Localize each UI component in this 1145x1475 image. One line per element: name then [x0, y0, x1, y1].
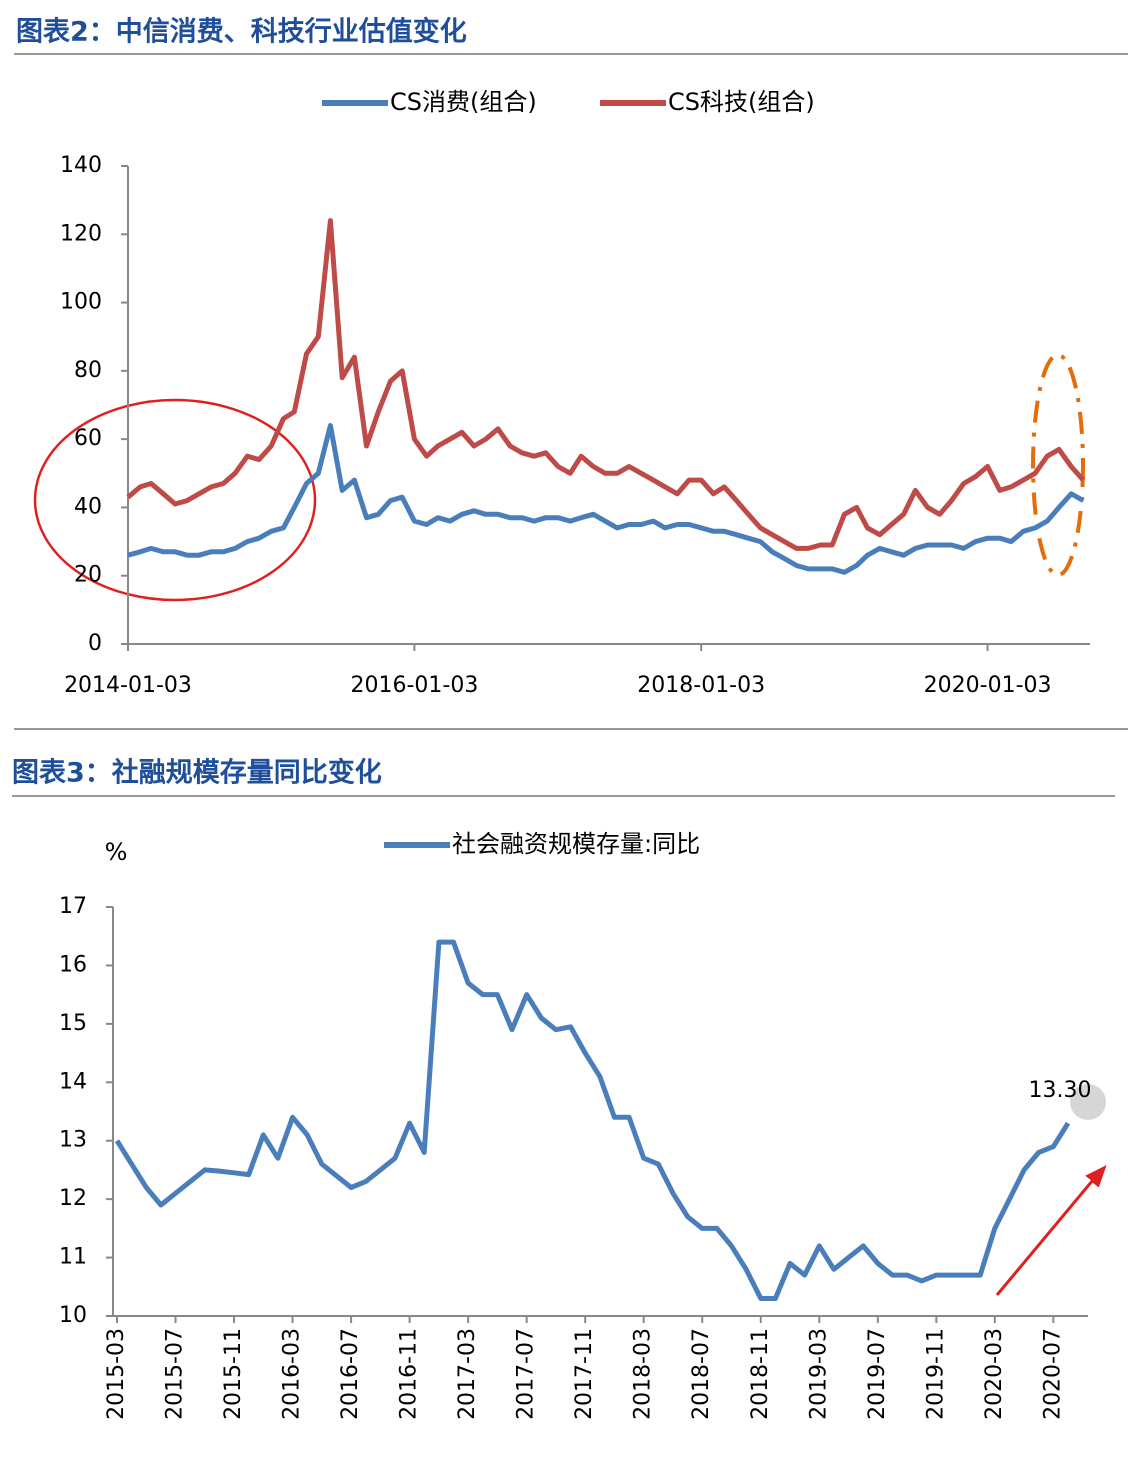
y-tick-label: 10	[59, 1303, 87, 1328]
x-tick-label: 2019-07	[865, 1328, 890, 1420]
x-tick-label: 2019-03	[806, 1328, 831, 1420]
x-tick-label: 2014-01-03	[64, 673, 192, 698]
series-line	[114, 939, 1071, 1301]
y-tick-label: 13	[59, 1128, 87, 1153]
legend-label: CS科技(组合)	[668, 88, 815, 116]
y-tick-label: 60	[74, 426, 102, 451]
x-tick-label: 2015-07	[163, 1328, 188, 1420]
x-tick-label: 2019-11	[923, 1328, 948, 1420]
y-tick-label: 12	[59, 1186, 87, 1211]
y-axis-label: %	[105, 838, 128, 866]
x-tick-label: 2018-07	[689, 1328, 714, 1420]
x-tick-label: 2017-11	[572, 1328, 597, 1420]
y-tick-label: 140	[60, 153, 102, 178]
y-tick-label: 11	[59, 1245, 87, 1270]
chart-title: 图表3：社融规模存量同比变化	[12, 757, 382, 789]
y-tick-label: 17	[59, 894, 87, 919]
x-tick-label: 2016-11	[397, 1328, 422, 1420]
highlight-circle	[33, 398, 317, 602]
y-tick-label: 14	[59, 1069, 87, 1094]
x-tick-label: 2016-01-03	[350, 673, 478, 698]
legend-label: 社会融资规模存量:同比	[452, 830, 700, 858]
y-tick-label: 20	[74, 563, 102, 588]
highlight-ellipse	[1031, 353, 1085, 577]
x-tick-label: 2018-03	[631, 1328, 656, 1420]
y-tick-label: 15	[59, 1011, 87, 1036]
x-tick-label: 2015-03	[104, 1328, 129, 1420]
x-tick-label: 2018-01-03	[637, 673, 765, 698]
y-tick-label: 0	[88, 631, 102, 656]
legend-label: CS消费(组合)	[390, 88, 537, 116]
x-tick-label: 2015-11	[221, 1328, 246, 1420]
x-tick-label: 2017-07	[514, 1328, 539, 1420]
series-line	[126, 218, 1086, 551]
y-tick-label: 100	[60, 290, 102, 315]
series-line	[127, 423, 1085, 575]
x-tick-label: 2016-07	[338, 1328, 363, 1420]
x-tick-label: 2017-03	[455, 1328, 480, 1420]
y-tick-label: 16	[59, 952, 87, 977]
y-tick-label: 120	[60, 221, 102, 246]
x-tick-label: 2020-03	[982, 1328, 1007, 1420]
marker-highlight	[1070, 1084, 1106, 1120]
y-tick-label: 40	[74, 494, 102, 519]
x-tick-label: 2016-03	[280, 1328, 305, 1420]
arrow	[995, 1164, 1107, 1296]
x-tick-label: 2020-01-03	[924, 673, 1052, 698]
x-tick-label: 2020-07	[1040, 1328, 1065, 1420]
x-tick-label: 2018-11	[748, 1328, 773, 1420]
chart-title: 图表2：中信消费、科技行业估值变化	[16, 16, 467, 48]
y-tick-label: 80	[74, 358, 102, 383]
data-label: 13.30	[1029, 1078, 1092, 1103]
